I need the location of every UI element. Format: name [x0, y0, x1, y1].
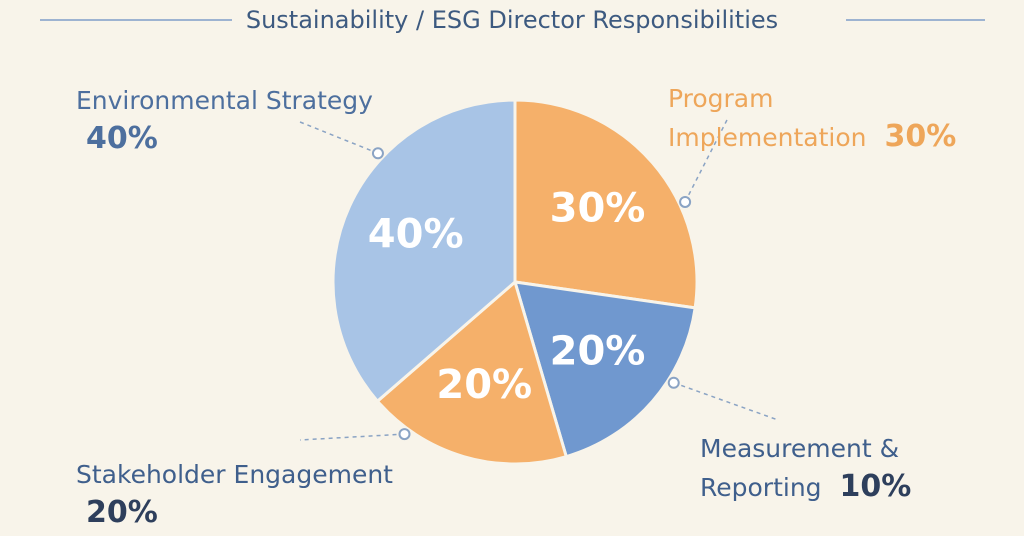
slice-label: 20% — [550, 329, 646, 375]
callout-name: Measurement & Reporting — [700, 434, 900, 502]
callout-value: 20% — [86, 495, 158, 530]
pie-slice — [331, 98, 517, 404]
slice-label: 40% — [368, 212, 464, 258]
pie-slice — [512, 280, 697, 459]
callout-dot — [667, 376, 680, 389]
callout: Environmental Strategy 40% — [76, 82, 406, 159]
callout-line — [299, 121, 379, 155]
callout-dot — [679, 195, 692, 208]
pie-slice — [375, 279, 569, 466]
callout: Stakeholder Engagement 20% — [76, 456, 436, 533]
callout-line — [299, 433, 405, 441]
callout: Measurement & Reporting 10% — [700, 430, 930, 507]
callout: Program Implementation 30% — [668, 80, 968, 157]
pie-slice — [513, 98, 699, 310]
callout-line — [673, 382, 779, 421]
slice-label: 30% — [550, 185, 646, 231]
callout-dot — [371, 147, 384, 160]
callout-value: 10% — [839, 469, 912, 504]
callout-dot — [398, 428, 411, 441]
callout-name: Stakeholder Engagement — [76, 460, 393, 489]
callout-name: Environmental Strategy — [76, 86, 373, 115]
chart-title: Sustainability / ESG Director Responsibi… — [245, 6, 779, 34]
callout-name: Program Implementation — [668, 84, 867, 152]
callout-value: 30% — [884, 119, 957, 154]
slice-label: 20% — [436, 362, 532, 408]
callout-value: 40% — [86, 121, 158, 156]
